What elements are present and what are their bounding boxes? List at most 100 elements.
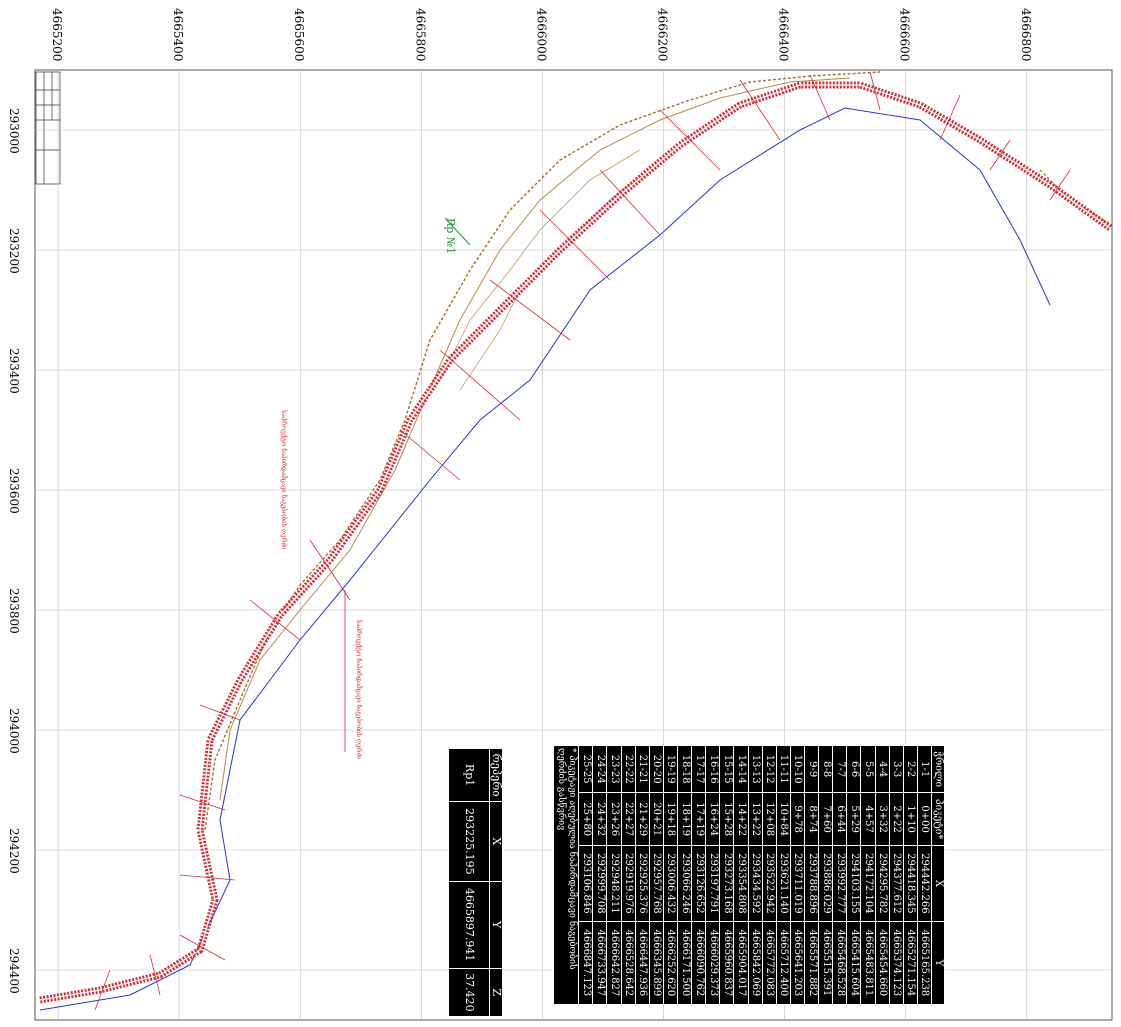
table-row: 22-22 22+27 292919.976 4666528.642 (621, 745, 636, 1005)
table-cell: 292948.211 (606, 845, 622, 922)
x-coordinate-label: 4666800 (1019, 8, 1033, 61)
table-row: 18-18 18+19 293066.246 4666171.500 (677, 745, 692, 1005)
table-row: 8-8 7+60 293886.029 4665515.391 (818, 745, 833, 1005)
table-cell: 12+08 (762, 792, 777, 846)
table-row: * პიკეტაჟი აღებულია ნაპირდამცავი ნაგებობ… (553, 745, 579, 1005)
table-cell: 293225.195 (448, 801, 490, 882)
cross-sections (94, 71, 1071, 1011)
table-row: 10-10 9+78 293711.019 4665641.203 (790, 745, 805, 1005)
y-coordinate-label: 293600 (7, 468, 21, 514)
table-cell: 4665468.528 (832, 921, 847, 1005)
table-header: X (489, 801, 503, 882)
table-cell: 4665641.203 (790, 921, 805, 1005)
x-coordinate-label: 4666000 (534, 8, 548, 61)
table-cell: 5-5 (860, 745, 876, 793)
table-cell: 293434.592 (748, 845, 763, 922)
table-row: 7-7 6+44 293992.777 4665468.528 (832, 745, 847, 1005)
table-cell: 19+18 (663, 792, 678, 846)
table-cell: 4665571.882 (804, 921, 819, 1005)
table-header: Y (489, 881, 503, 969)
table-cell: 2-2 (903, 745, 918, 793)
table-cell: 15+28 (719, 792, 734, 846)
table-cell: 4665772.083 (762, 921, 777, 1005)
table-cell: 1+10 (903, 792, 918, 846)
table-cell: 16-16 (705, 745, 720, 793)
table-cell: 4666642.827 (606, 921, 622, 1005)
axis-note: საპროექტო ნაპირდამცავი ნაგებობის ღერძი (355, 619, 363, 760)
table-row: 11-11 10+84 293621.140 4665712.400 (776, 745, 791, 1005)
table-cell: 1-1 (917, 745, 932, 793)
table-cell: 4665897.941 (448, 881, 490, 969)
table-cell: 293992.777 (832, 845, 847, 922)
table-cell: 18+19 (677, 792, 692, 846)
table-cell: 14+22 (733, 792, 749, 846)
table-row: 15-15 15+28 293273.168 4665960.837 (719, 745, 734, 1005)
table-cell: 4666528.642 (621, 921, 636, 1005)
x-coordinate-label: 4665600 (292, 8, 306, 61)
table-row: 24-24 24+32 292999.708 4666733.947 (592, 745, 607, 1005)
table-row: 25-25 25+80 293106.846 4666847.123 (578, 745, 593, 1005)
table-cell: 293106.846 (578, 845, 593, 922)
table-cell: 2+22 (889, 792, 904, 846)
table-cell: 4666090.762 (691, 921, 706, 1005)
y-coordinate-label: 293000 (7, 108, 21, 154)
table-cell: 14-14 (733, 745, 749, 793)
table-cell: 293006.432 (663, 845, 678, 922)
table-cell: 11-11 (776, 745, 791, 793)
table-cell: 4666252.620 (663, 921, 678, 1005)
table-cell: 10-10 (790, 745, 805, 793)
table-footnote: * პიკეტაჟი აღებულია ნაპირდამცავი ნაგებობ… (553, 745, 579, 1005)
table-cell: 5+29 (846, 792, 861, 846)
y-coordinate-label: 293200 (7, 228, 21, 274)
table-header: Y (931, 921, 945, 1005)
table-cell: 22+27 (621, 792, 636, 846)
y-coordinate-label: 293800 (7, 588, 21, 634)
table-cell: 293886.029 (818, 845, 833, 922)
table-cell: 293354.808 (733, 845, 749, 922)
table-cell: 3+32 (875, 792, 890, 846)
table-cell: 7-7 (832, 745, 847, 793)
x-coordinate-label: 4666200 (656, 8, 670, 61)
table-cell: 4665712.400 (776, 921, 791, 1005)
table-cell: 4665374.123 (889, 921, 904, 1005)
table-cell: 294377.612 (889, 845, 904, 922)
table-cell: 23-23 (606, 745, 622, 793)
table-cell: 3-3 (889, 745, 904, 793)
table-cell: 294418.345 (903, 845, 918, 922)
table-cell: 6-6 (846, 745, 861, 793)
axis-note: საპროექტო ნაპირდამცავი ნაგებობის ღერძი (280, 409, 288, 550)
table-cell: 0+00 (917, 792, 932, 846)
table-cell: 4665454.660 (875, 921, 890, 1005)
table-cell: 4-4 (875, 745, 890, 793)
table-row: 4-4 3+32 294295.782 4665454.660 (875, 745, 890, 1005)
table-row: 16-16 16+24 293197.791 4666029.373 (705, 745, 720, 1005)
section-table: ჭრილი პიკეტი* X Y 1-1 0+00 294442.266 4665165.2… (553, 745, 945, 1005)
table-cell: 22-22 (621, 745, 636, 793)
table-cell: 4665271.154 (903, 921, 918, 1005)
table-cell: 293126.652 (691, 845, 706, 922)
table-cell: 4665515.391 (818, 921, 833, 1005)
table-cell: 292957.768 (649, 845, 664, 922)
table-header: Z (489, 968, 503, 1017)
y-coordinate-label: 294200 (7, 828, 21, 874)
table-header: პიკეტი* (931, 792, 945, 846)
table-cell: 10+84 (776, 792, 791, 846)
benchmark-leader (444, 217, 471, 246)
table-header: ჭრილი (931, 745, 945, 793)
table-row: 1-1 0+00 294442.266 4665165.238 (917, 745, 932, 1005)
table-cell: 4665842.069 (748, 921, 763, 1005)
table-cell: 292925.376 (635, 845, 650, 922)
table-cell: 4665960.837 (719, 921, 734, 1005)
table-cell: 9-9 (804, 745, 819, 793)
table-row: 20-20 20+21 292957.768 4666345.899 (649, 745, 664, 1005)
table-cell: 15-15 (719, 745, 734, 793)
table-cell: 6+44 (832, 792, 847, 846)
table-header: X (931, 845, 945, 922)
benchmark-table: რეპერი X Y Z Rp1 293225.195 4665897.941 37.420 (448, 748, 503, 1017)
table-cell: 293788.896 (804, 845, 819, 922)
table-cell: 293522.942 (762, 845, 777, 922)
table-row: Rp1 293225.195 4665897.941 37.420 (448, 748, 490, 1017)
table-cell: 13+22 (748, 792, 763, 846)
